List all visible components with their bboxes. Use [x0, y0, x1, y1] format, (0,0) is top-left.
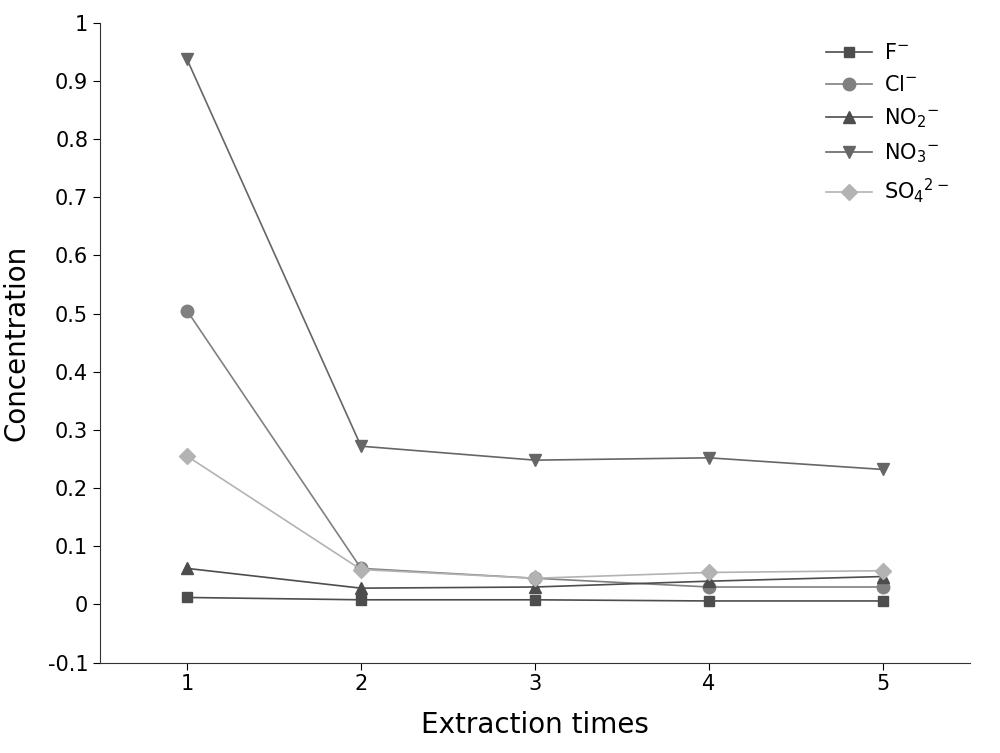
SO$_4$$^{2-}$: [355, 565, 367, 574]
F$^{-}$: [181, 593, 193, 602]
SO$_4$$^{2-}$: [529, 574, 541, 583]
F$^{-}$: [529, 596, 541, 605]
X-axis label: Extraction times: Extraction times: [421, 711, 649, 739]
Y-axis label: Concentration: Concentration: [3, 245, 31, 441]
SO$_4$$^{2-}$: [877, 566, 889, 575]
Legend: F$^{-}$, Cl$^{-}$, NO$_2$$^{-}$, NO$_3$$^{-}$, SO$_4$$^{2-}$: F$^{-}$, Cl$^{-}$, NO$_2$$^{-}$, NO$_3$$…: [816, 33, 960, 215]
Line: NO$_3$$^{-}$: NO$_3$$^{-}$: [181, 53, 889, 476]
NO$_2$$^{-}$: [529, 583, 541, 592]
Cl$^{-}$: [529, 574, 541, 583]
NO$_3$$^{-}$: [703, 453, 715, 462]
F$^{-}$: [703, 596, 715, 605]
NO$_2$$^{-}$: [877, 572, 889, 581]
SO$_4$$^{2-}$: [181, 452, 193, 461]
NO$_2$$^{-}$: [181, 564, 193, 573]
NO$_3$$^{-}$: [355, 442, 367, 451]
F$^{-}$: [355, 596, 367, 605]
NO$_2$$^{-}$: [703, 577, 715, 586]
Cl$^{-}$: [877, 583, 889, 592]
NO$_3$$^{-}$: [181, 55, 193, 64]
Line: NO$_2$$^{-}$: NO$_2$$^{-}$: [181, 562, 889, 594]
Line: Cl$^{-}$: Cl$^{-}$: [181, 304, 889, 593]
NO$_3$$^{-}$: [877, 465, 889, 474]
SO$_4$$^{2-}$: [703, 568, 715, 577]
Line: SO$_4$$^{2-}$: SO$_4$$^{2-}$: [181, 450, 889, 584]
NO$_3$$^{-}$: [529, 456, 541, 465]
Line: F$^{-}$: F$^{-}$: [182, 593, 888, 606]
Cl$^{-}$: [703, 583, 715, 592]
NO$_2$$^{-}$: [355, 584, 367, 593]
Cl$^{-}$: [355, 564, 367, 573]
F$^{-}$: [877, 596, 889, 605]
Cl$^{-}$: [181, 306, 193, 316]
